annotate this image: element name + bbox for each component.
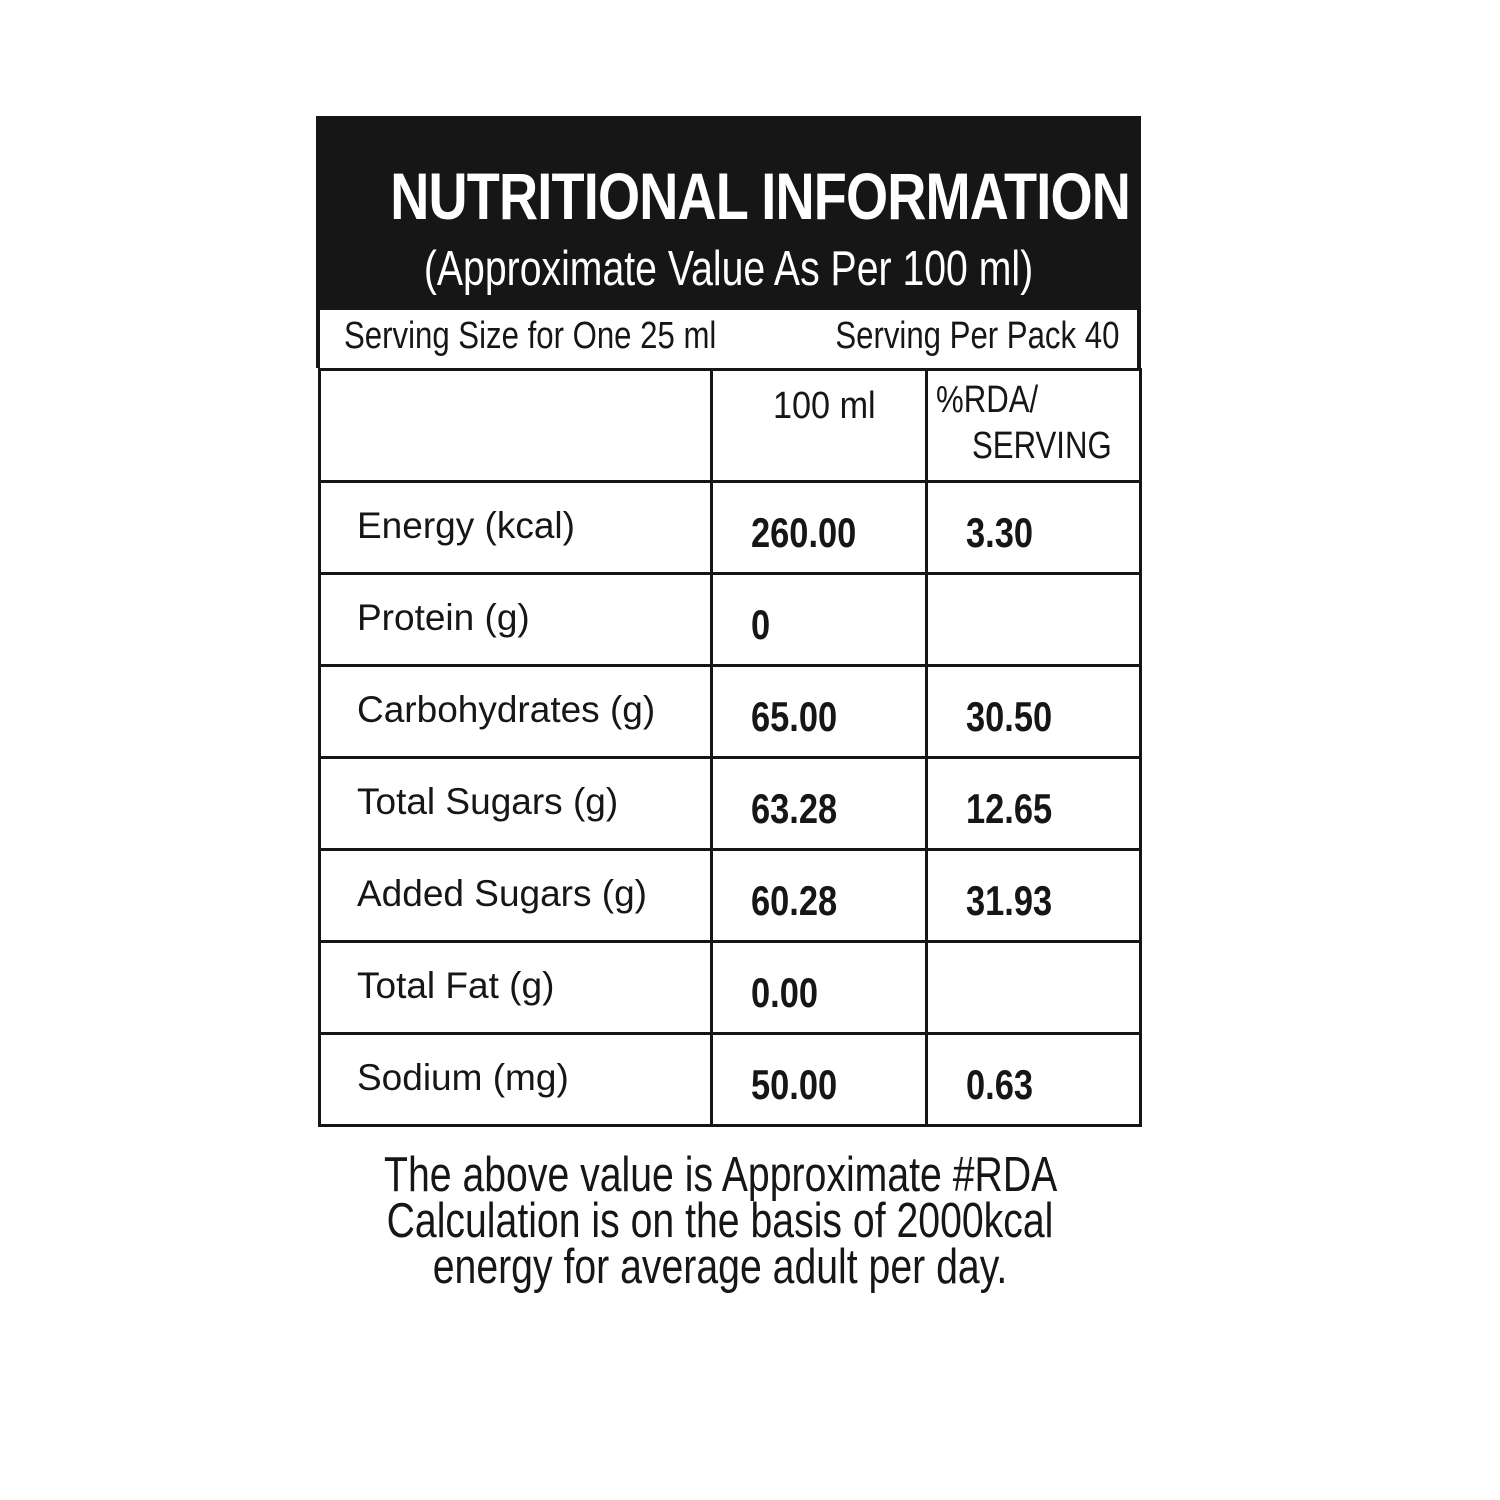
footnote-line-2: Calculation is on the basis of 2000kcal bbox=[386, 1194, 1054, 1248]
value-rda: 30.50 bbox=[966, 693, 1053, 740]
value-rda: 3.30 bbox=[966, 509, 1034, 556]
value-rda: 0.63 bbox=[966, 1061, 1034, 1108]
value-per-100ml: 60.28 bbox=[751, 877, 838, 924]
table-row-protein: Protein (g) 0 bbox=[318, 572, 1142, 667]
nutrition-table: 100 ml %RDA/ SERVING Energy (kcal) 260.0… bbox=[318, 368, 1142, 1127]
table-header-row: 100 ml %RDA/ SERVING bbox=[318, 368, 1142, 483]
header-cell-empty bbox=[318, 368, 713, 483]
serving-size-text: Serving Size for One 25 ml bbox=[344, 315, 717, 357]
column-header-rda-line1: %RDA/ bbox=[936, 379, 1039, 421]
value-per-100ml: 65.00 bbox=[751, 693, 838, 740]
column-header-rda-line2: SERVING bbox=[972, 425, 1112, 467]
label-subtitle: (Approximate Value As Per 100 ml) bbox=[423, 242, 1034, 296]
label-title: NUTRITIONAL INFORMATION bbox=[390, 159, 1131, 233]
nutrition-label: NUTRITIONAL INFORMATION (Approximate Val… bbox=[316, 116, 1142, 1127]
nutrient-name: Protein (g) bbox=[357, 597, 530, 638]
value-per-100ml: 0.00 bbox=[751, 969, 819, 1016]
label-header: NUTRITIONAL INFORMATION (Approximate Val… bbox=[316, 116, 1141, 310]
table-row-energy: Energy (kcal) 260.00 3.30 bbox=[318, 480, 1142, 575]
table-row-sodium: Sodium (mg) 50.00 0.63 bbox=[318, 1032, 1142, 1127]
header-cell-rda: %RDA/ SERVING bbox=[925, 368, 1142, 483]
servings-per-pack-text: Serving Per Pack 40 bbox=[834, 315, 1119, 357]
value-per-100ml: 0 bbox=[751, 601, 771, 648]
value-rda: 31.93 bbox=[966, 877, 1053, 924]
value-per-100ml: 260.00 bbox=[751, 509, 857, 556]
nutrient-name: Added Sugars (g) bbox=[357, 873, 648, 914]
nutrient-name: Sodium (mg) bbox=[357, 1057, 569, 1098]
nutrient-name: Total Sugars (g) bbox=[357, 781, 619, 822]
table-row-total-fat: Total Fat (g) 0.00 bbox=[318, 940, 1142, 1035]
table-row-added-sugars: Added Sugars (g) 60.28 31.93 bbox=[318, 848, 1142, 943]
rda-footnote: The above value is Approximate #RDA Calc… bbox=[300, 1148, 1140, 1294]
column-header-100ml: 100 ml bbox=[773, 385, 876, 427]
footnote-line-1: The above value is Approximate #RDA bbox=[384, 1148, 1058, 1202]
nutrient-name: Carbohydrates (g) bbox=[357, 689, 656, 730]
value-per-100ml: 50.00 bbox=[751, 1061, 838, 1108]
table-row-total-sugars: Total Sugars (g) 63.28 12.65 bbox=[318, 756, 1142, 851]
header-cell-per-100ml: 100 ml bbox=[710, 368, 928, 483]
value-rda: 12.65 bbox=[966, 785, 1053, 832]
footnote-line-3: energy for average adult per day. bbox=[432, 1240, 1008, 1294]
value-per-100ml: 63.28 bbox=[751, 785, 838, 832]
nutrient-name: Total Fat (g) bbox=[357, 965, 555, 1006]
serving-info-bar: Serving Size for One 25 ml Serving Per P… bbox=[316, 310, 1141, 368]
table-row-carbohydrates: Carbohydrates (g) 65.00 30.50 bbox=[318, 664, 1142, 759]
nutrient-name: Energy (kcal) bbox=[357, 505, 575, 546]
